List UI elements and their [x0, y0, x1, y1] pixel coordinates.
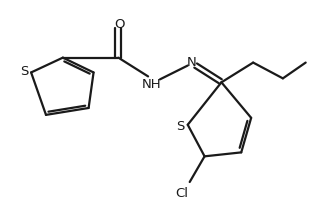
Text: NH: NH	[142, 78, 162, 91]
Text: S: S	[176, 120, 185, 133]
Text: S: S	[20, 65, 28, 78]
Text: Cl: Cl	[175, 187, 188, 200]
Text: N: N	[187, 56, 197, 69]
Text: O: O	[114, 18, 125, 31]
